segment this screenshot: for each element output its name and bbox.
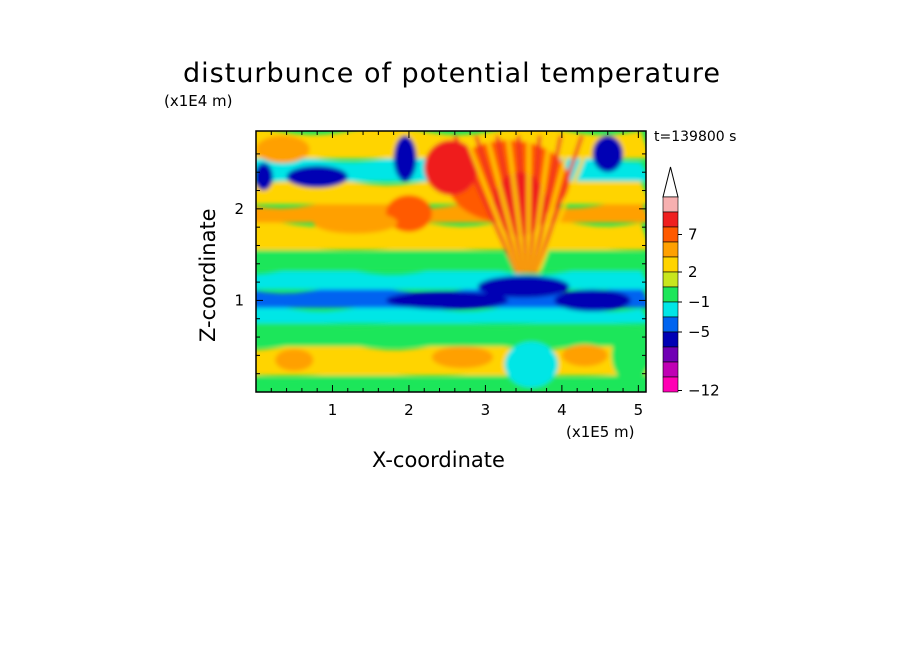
wave-stripe [453, 134, 519, 274]
wave-stripe [526, 135, 531, 273]
wave-stripe [532, 135, 573, 274]
wave-stripe [463, 134, 521, 274]
colorbar-swatch [662, 196, 679, 213]
y-tick-label: 2 [234, 200, 244, 218]
wave-stripe [536, 134, 595, 274]
wave-stripe [506, 135, 527, 274]
colorbar-swatch [662, 211, 679, 228]
x-tick-label: 1 [328, 401, 338, 419]
x-tick-label: 5 [634, 401, 644, 419]
axes: 1 2 3 4 5 1 2 [234, 131, 646, 419]
x-tick-label: 3 [481, 401, 491, 419]
contour-feature [313, 211, 398, 234]
x-tick-label: 2 [404, 401, 414, 419]
colorbar-swatch [662, 361, 679, 378]
chart-title: disturbunce of potential temperature [183, 58, 721, 89]
wave-stripe [516, 135, 529, 274]
colorbar: 7 2 −1 −5 −12 [662, 166, 720, 400]
contour-feature [431, 346, 494, 369]
time-annotation: t=139800 s [654, 129, 737, 145]
contour-feature [386, 291, 509, 310]
colorbar-swatch [662, 331, 679, 348]
colorbar-label: −12 [688, 382, 720, 400]
colorbar-swatch [662, 346, 679, 363]
contour-feature [611, 327, 646, 383]
colorbar-arrow [662, 166, 679, 198]
x-axis-label: X-coordinate [372, 448, 505, 472]
contour-feature [561, 344, 608, 367]
colorbar-label: −5 [688, 323, 710, 341]
wave-stripe [484, 135, 524, 274]
colorbar-swatch [662, 256, 679, 273]
contour-feature [286, 165, 348, 188]
wave-stripe [495, 135, 526, 274]
contour-band [256, 246, 646, 272]
y-axis-unit: (x1E4 m) [164, 92, 233, 110]
plot-frame [255, 130, 647, 393]
contour-feature [592, 135, 624, 173]
wave-stripe [529, 135, 552, 274]
wave-stripe [474, 135, 522, 274]
colorbar-swatch [662, 241, 679, 258]
contour-feature [504, 341, 559, 388]
colorbar-swatch [662, 271, 679, 288]
colorbar-swatch [662, 316, 679, 333]
contour-band [256, 371, 646, 392]
colorbar-swatch [662, 301, 679, 318]
colorbar-label: 2 [688, 263, 698, 281]
contour-feature [477, 275, 570, 298]
contour-band [256, 303, 646, 324]
colorbar-swatch [662, 376, 679, 393]
wave-stripe [528, 135, 542, 274]
colorbar-swatch [662, 286, 679, 303]
colorbar-swatch [662, 226, 679, 243]
contour-feature [275, 348, 314, 371]
contour-band [256, 319, 646, 347]
colorbar-label: −1 [688, 293, 710, 311]
contour-feature [256, 163, 273, 191]
contour-feature [393, 135, 417, 182]
y-tick-label: 1 [234, 291, 244, 309]
colorbar-label: 7 [688, 226, 698, 244]
wave-stripe [531, 135, 563, 274]
contour-feature [554, 289, 631, 312]
contour-field [256, 131, 646, 392]
x-axis-unit: (x1E5 m) [566, 423, 635, 441]
wave-stripe [534, 135, 584, 274]
x-tick-label: 4 [557, 401, 567, 419]
contour-feature [256, 135, 310, 164]
